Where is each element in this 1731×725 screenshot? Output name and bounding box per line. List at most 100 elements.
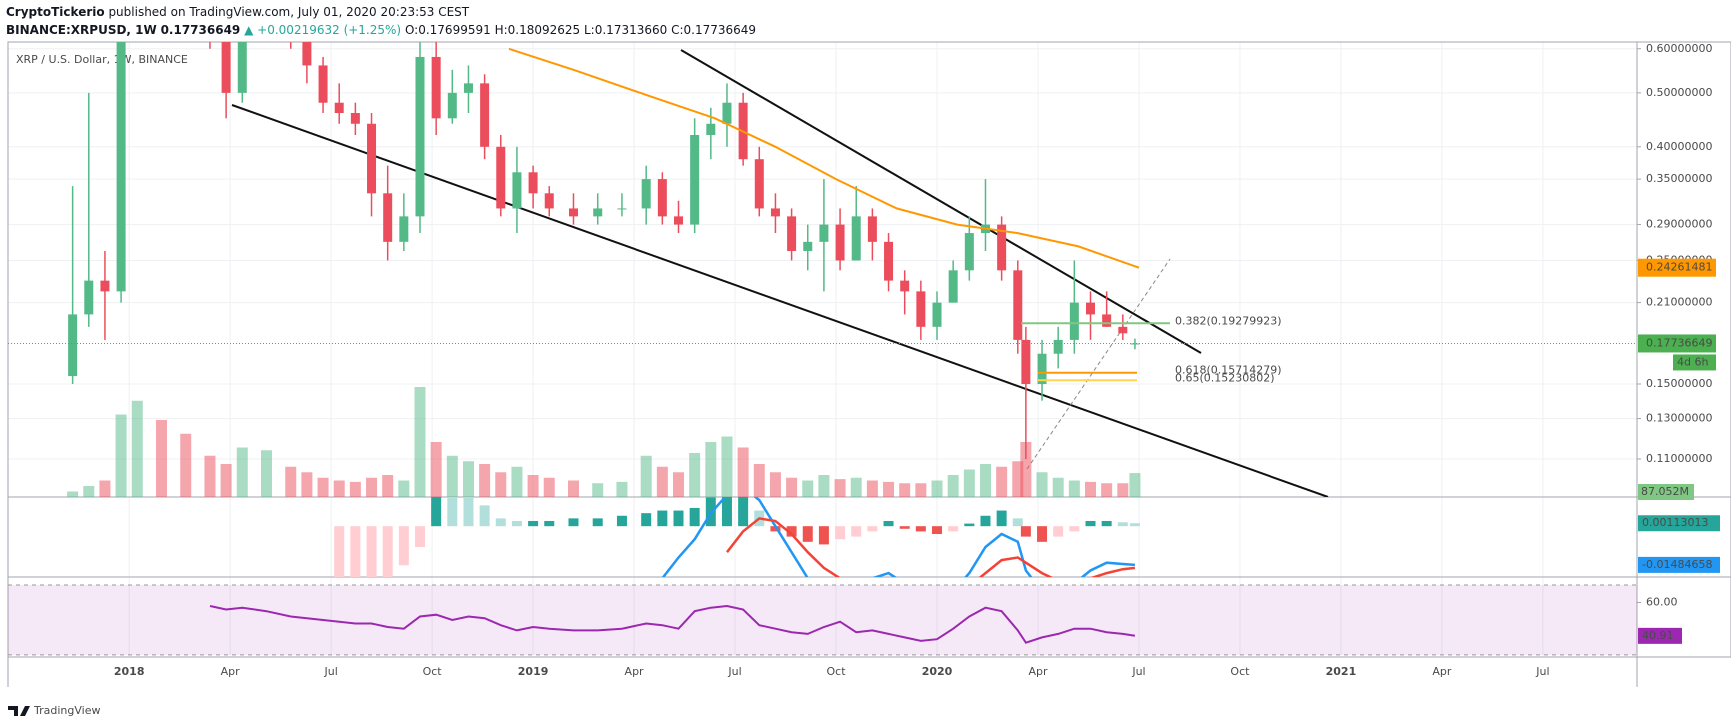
macd-line [661,497,1135,577]
macd-histogram [382,526,393,577]
volume-bar [462,461,474,497]
volume-bar [83,486,95,497]
macd-histogram [1012,518,1023,527]
fib-label: 0.382(0.19279923) [1175,314,1282,327]
volume-bar [1129,473,1141,497]
volume-bar [495,472,507,497]
volume-bar [99,480,111,497]
candle-body [851,216,861,261]
pane [67,387,1141,497]
macd-histogram [883,520,894,527]
candle-body [318,65,328,103]
candle-body [1130,343,1140,345]
macd-histogram [1069,526,1080,532]
candle-body [544,193,554,209]
volume-bar [430,442,442,497]
candle-body [415,56,425,217]
candle-body [867,216,877,242]
macd-histogram [738,497,749,527]
volume-bar [131,400,143,497]
macd-histogram [835,526,846,540]
volume-bar [915,483,927,497]
macd-histogram [818,526,829,545]
candle-body [593,208,603,217]
volume-bar [261,450,273,497]
candle-body [447,92,457,119]
volume-bar [333,480,345,497]
y-tick-label: 0.15000000 [1646,377,1712,390]
volume-bar [786,477,798,497]
y-tick-label: 0.60000000 [1646,42,1712,55]
volume-bar [479,464,491,497]
candle-body [528,172,538,194]
macd-histogram [592,518,603,527]
candle-body [884,241,894,281]
macd-histogram [851,526,862,537]
macd-histogram [641,513,652,527]
volume-bar [1020,442,1032,497]
volume-bar [180,433,192,497]
countdown-box [1673,354,1716,371]
volume-bar [866,480,878,497]
macd-histogram [350,526,361,577]
macd-histogram [431,497,442,527]
candle-body [480,83,490,147]
volume-bar [737,447,749,497]
pane [8,42,1637,657]
moving-average [508,47,1140,269]
x-tick-label: Jul [323,665,337,678]
candle-body [835,224,845,261]
candle-body [964,233,974,271]
volume-bar [947,475,959,497]
x-tick-label: Apr [1028,665,1048,678]
fib-guide [1026,258,1171,470]
candle-body [512,172,522,209]
macd-histogram [495,518,506,527]
macd-histogram [915,526,926,532]
volume-bar [721,436,733,497]
price-label-box [1638,334,1716,353]
x-tick-label: Oct [423,665,443,678]
macd-histogram [948,526,959,532]
macd-histogram [447,497,458,527]
trend-line [231,104,1329,497]
volume-bar [996,466,1008,497]
volume-label-box [1638,484,1694,500]
volume-bar [818,475,830,497]
macd-histogram [802,526,813,542]
volume-label: 87.052M [1641,485,1689,498]
rsi-label: 40.91 [1642,629,1674,642]
macd-label-box [1638,515,1720,532]
volume-bar [236,447,248,497]
macd-histogram [463,497,474,527]
macd-histogram [770,526,781,532]
close: C:0.17736649 [671,23,756,37]
pane [334,497,1140,577]
header-line-2: BINANCE:XRPUSD, 1W 0.17736649 ▲ +0.00219… [6,23,756,37]
candle-body [674,216,684,225]
volume-bar [616,481,628,497]
candle-body [1118,326,1128,334]
volume-bar [963,469,975,497]
x-tick-label: Jul [727,665,741,678]
macd-histogram [366,526,377,577]
candle-body [657,179,667,217]
candle-body [617,208,627,210]
volume-bar [349,481,361,497]
volume-bar [115,414,127,497]
candle-body [431,56,441,119]
candle-body [754,159,764,209]
macd-histogram [932,526,943,535]
volume-bar [301,472,313,497]
volume-bar [511,466,523,497]
macd-histogram [1117,522,1128,527]
volume-bar [1068,480,1080,497]
open: O:0.17699591 [405,23,491,37]
x-tick-label: Jul [1131,665,1145,678]
macd-histogram [1020,526,1031,537]
candle-body [787,216,797,251]
y-tick-label: 0.11000000 [1646,452,1712,465]
volume-bar [979,464,991,497]
footer-text: TradingView [33,704,100,717]
rsi-line [209,604,1136,644]
